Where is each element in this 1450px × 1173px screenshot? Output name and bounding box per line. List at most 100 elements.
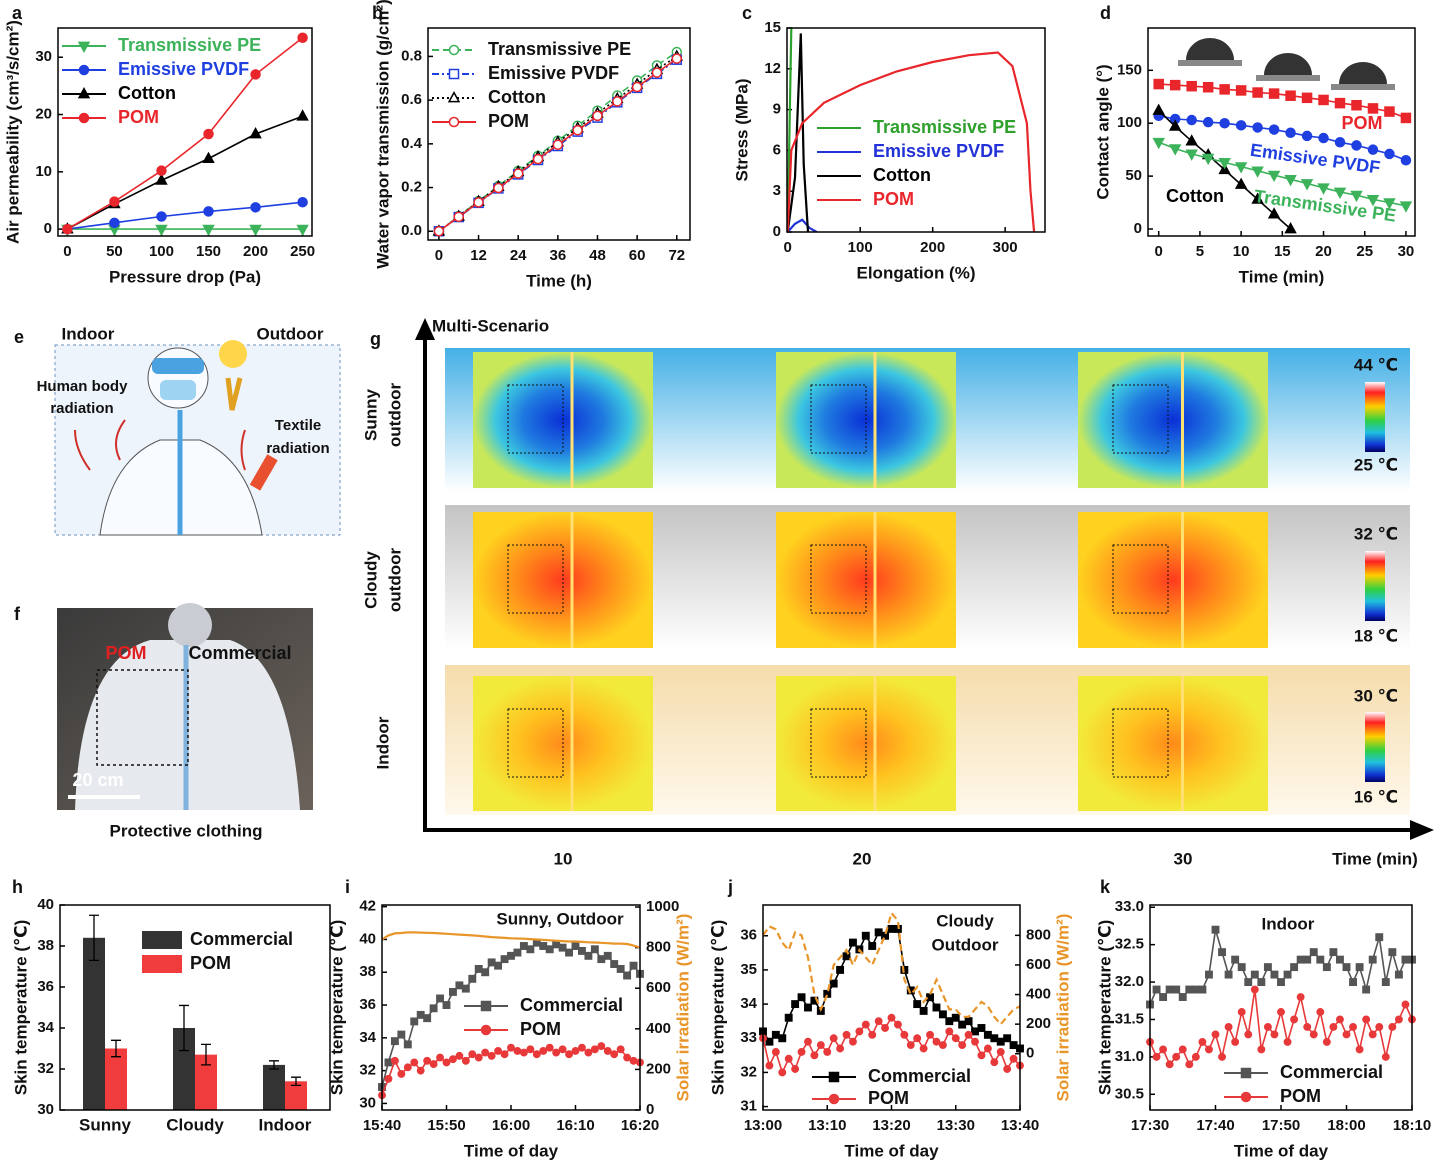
- data-point: [1252, 122, 1263, 133]
- series-line: [1158, 115, 1407, 161]
- data-point: [1284, 174, 1297, 187]
- panel-label: i: [345, 877, 350, 897]
- data-point: [1263, 963, 1272, 972]
- data-point: [1268, 88, 1280, 99]
- data-point: [964, 1017, 973, 1026]
- legend-label: POM: [488, 111, 529, 131]
- data-point: [1317, 183, 1330, 195]
- data-point: [765, 1037, 774, 1046]
- series-label: Cotton: [1166, 186, 1224, 206]
- legend-label: Commercial: [190, 929, 293, 949]
- data-point: [1322, 963, 1331, 972]
- y2-tick-label: 600: [1026, 956, 1051, 973]
- photo-head: [168, 603, 212, 647]
- data-point: [1355, 1045, 1364, 1054]
- legend-marker: [448, 44, 460, 56]
- axes-frame: [762, 904, 1021, 1111]
- data-point: [1283, 970, 1292, 979]
- data-point: [1316, 955, 1325, 964]
- x-tick-label: 13:10: [808, 1117, 846, 1134]
- data-point: [155, 173, 168, 185]
- row-label: outdoor: [385, 383, 404, 448]
- column-label: 30: [1174, 849, 1193, 868]
- data-point: [249, 224, 262, 237]
- data-point: [455, 981, 464, 990]
- scale-max: 32 ℃: [1354, 524, 1398, 543]
- data-point: [552, 139, 564, 150]
- x-tick-label: 15:40: [363, 1117, 401, 1134]
- y-tick-label: 31: [740, 1098, 757, 1115]
- data-point: [810, 1051, 819, 1060]
- data-point: [1218, 948, 1226, 957]
- label-textile-radiation: Textile: [275, 417, 321, 434]
- data-point: [612, 96, 623, 107]
- data-point: [403, 1040, 412, 1049]
- pom-region: [810, 384, 867, 454]
- annotation: Cloudy: [936, 911, 994, 930]
- data-point: [296, 109, 309, 121]
- data-point: [416, 1066, 425, 1075]
- data-point: [1244, 978, 1253, 987]
- data-point: [983, 1044, 992, 1053]
- data-point: [1186, 80, 1197, 92]
- y-tick-label: 10: [35, 163, 52, 180]
- data-point: [1159, 1045, 1168, 1054]
- data-point: [565, 1050, 573, 1059]
- data-point: [778, 1034, 787, 1043]
- bar: [173, 1028, 195, 1110]
- legend-label: Cotton: [873, 165, 931, 185]
- y-tick-label: 38: [359, 963, 376, 980]
- data-point: [384, 1058, 393, 1067]
- data-point: [1263, 1023, 1272, 1031]
- data-point: [1152, 137, 1165, 150]
- axes-frame: [427, 27, 691, 241]
- data-point: [572, 125, 583, 136]
- data-point: [410, 1017, 419, 1026]
- x-tick-label: Indoor: [259, 1115, 312, 1134]
- y-tick-label: 30.5: [1115, 1085, 1144, 1102]
- y2-tick-label: 600: [646, 979, 671, 996]
- data-point: [513, 948, 522, 957]
- legend-label: Emissive PVDF: [488, 63, 619, 83]
- data-point: [384, 1074, 393, 1083]
- legend-swatch: [142, 931, 182, 949]
- data-point: [1285, 127, 1296, 138]
- legend-marker: [447, 91, 461, 103]
- data-point: [512, 168, 524, 179]
- y-tick-label: 0: [44, 220, 52, 237]
- mask: [160, 380, 196, 400]
- data-point: [203, 128, 214, 140]
- substrate: [1256, 75, 1320, 81]
- y-tick-label: 33.0: [1115, 898, 1144, 915]
- data-point: [1277, 1008, 1285, 1016]
- x-tick-label: 13:40: [1001, 1117, 1039, 1134]
- data-point: [945, 1017, 954, 1026]
- scale-min: 16 ℃: [1354, 787, 1398, 806]
- data-point: [250, 202, 261, 213]
- x-tick-label: 150: [196, 243, 221, 260]
- data-point: [1334, 97, 1346, 109]
- data-point: [1168, 144, 1182, 156]
- data-point: [868, 1030, 877, 1039]
- y-tick-label: 6: [773, 141, 781, 158]
- y-tick-label: 32: [740, 1063, 757, 1080]
- data-point: [671, 53, 683, 64]
- data-point: [532, 1050, 541, 1059]
- data-point: [1368, 1030, 1377, 1039]
- data-point: [771, 1047, 780, 1056]
- data-point: [539, 1047, 548, 1055]
- data-point: [1191, 985, 1200, 994]
- data-point: [1303, 955, 1312, 964]
- data-point: [1250, 970, 1259, 979]
- scale-max: 44 ℃: [1354, 355, 1398, 374]
- y-tick-label: 42: [359, 898, 376, 915]
- data-point: [836, 1044, 845, 1053]
- data-point: [1349, 978, 1357, 987]
- series-line: [786, 33, 810, 233]
- color-scale: [1365, 712, 1385, 782]
- label-indoor: Indoor: [62, 324, 115, 343]
- data-point: [584, 1048, 593, 1057]
- data-point: [481, 968, 490, 977]
- data-point: [1296, 993, 1305, 1001]
- row-label: outdoor: [385, 548, 404, 613]
